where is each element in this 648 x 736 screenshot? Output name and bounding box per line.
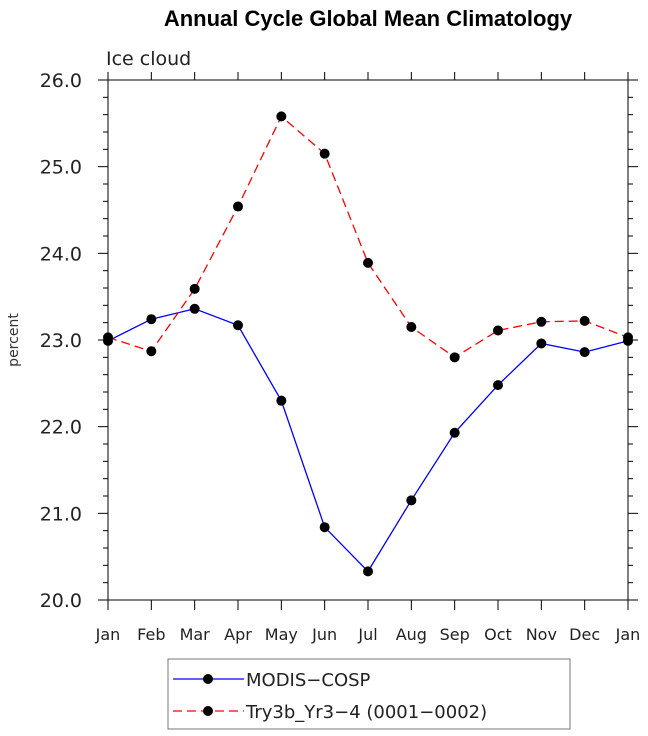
- legend-label-1: MODIS−COSP: [246, 670, 371, 691]
- y-tick-label: 22.0: [40, 417, 82, 439]
- x-tick-label: Jan: [95, 625, 121, 644]
- data-point-series-2: [536, 316, 547, 327]
- data-point-series-1: [536, 338, 547, 349]
- x-tick-labels: Jan Feb Mar Apr May Jun Jul Aug Sep Oct Nov Dec Jan: [95, 625, 641, 644]
- x-tick-label: Dec: [569, 625, 600, 644]
- x-tick-label: Jul: [357, 625, 377, 644]
- data-point-series-2: [103, 332, 113, 343]
- legend-box: [167, 658, 571, 730]
- y-tick-label: 24.0: [40, 243, 82, 265]
- y-tick-labels: 20.0 21.0 22.0 23.0 24.0 25.0 26.0: [40, 70, 82, 612]
- series-layer: [103, 111, 633, 577]
- data-point-series-2: [363, 257, 373, 268]
- data-point-series-1: [579, 347, 590, 358]
- plot-frame: [107, 79, 629, 601]
- data-point-series-2: [406, 322, 417, 332]
- x-tick-label: Mar: [180, 625, 211, 644]
- legend-label-2: Try3b_Yr3−4 (0001−0002): [245, 702, 487, 723]
- data-point-series-2: [579, 315, 590, 326]
- data-point-series-1: [363, 566, 373, 577]
- x-tick-label: Sep: [440, 625, 470, 644]
- y-axis-label: percent: [6, 313, 22, 367]
- legend-marker-1: [203, 674, 213, 684]
- x-tick-label: May: [265, 625, 298, 644]
- data-point-series-1: [493, 380, 503, 391]
- data-point-series-1: [449, 427, 460, 438]
- data-point-series-1: [319, 522, 330, 533]
- data-point-series-2: [449, 352, 460, 363]
- data-point-series-2: [276, 111, 287, 122]
- y-tick-label: 25.0: [40, 157, 82, 179]
- series-line-1: [107, 308, 629, 573]
- data-point-series-1: [406, 495, 417, 506]
- y-tick-label: 23.0: [40, 330, 82, 352]
- data-point-series-2: [493, 325, 503, 336]
- data-point-series-2: [189, 283, 200, 294]
- legend-marker-2: [203, 706, 213, 716]
- series-line-2: [107, 115, 629, 359]
- x-tick-label: Apr: [224, 625, 252, 644]
- chart-title: Annual Cycle Global Mean Climatology: [164, 6, 573, 31]
- data-point-series-2: [319, 148, 330, 159]
- x-tick-label: Oct: [484, 625, 512, 644]
- y-tick-label: 20.0: [40, 590, 82, 612]
- legend: MODIS−COSP Try3b_Yr3−4 (0001−0002): [167, 658, 571, 730]
- x-tick-label: Jan: [615, 625, 641, 644]
- data-point-series-1: [189, 303, 200, 314]
- data-point-series-2: [146, 346, 157, 357]
- x-tick-label: Jun: [311, 625, 337, 644]
- x-tick-label: Nov: [526, 625, 557, 644]
- chart-subtitle: Ice cloud: [106, 48, 191, 70]
- data-point-series-2: [623, 332, 633, 343]
- data-point-series-1: [233, 320, 243, 331]
- data-point-series-2: [233, 201, 243, 212]
- x-tick-label: Feb: [137, 625, 165, 644]
- axis-ticks: [98, 72, 638, 610]
- data-point-series-1: [276, 395, 287, 406]
- data-point-series-1: [146, 314, 157, 325]
- x-tick-label: Aug: [396, 625, 427, 644]
- y-tick-label: 26.0: [40, 70, 82, 92]
- y-tick-label: 21.0: [40, 503, 82, 525]
